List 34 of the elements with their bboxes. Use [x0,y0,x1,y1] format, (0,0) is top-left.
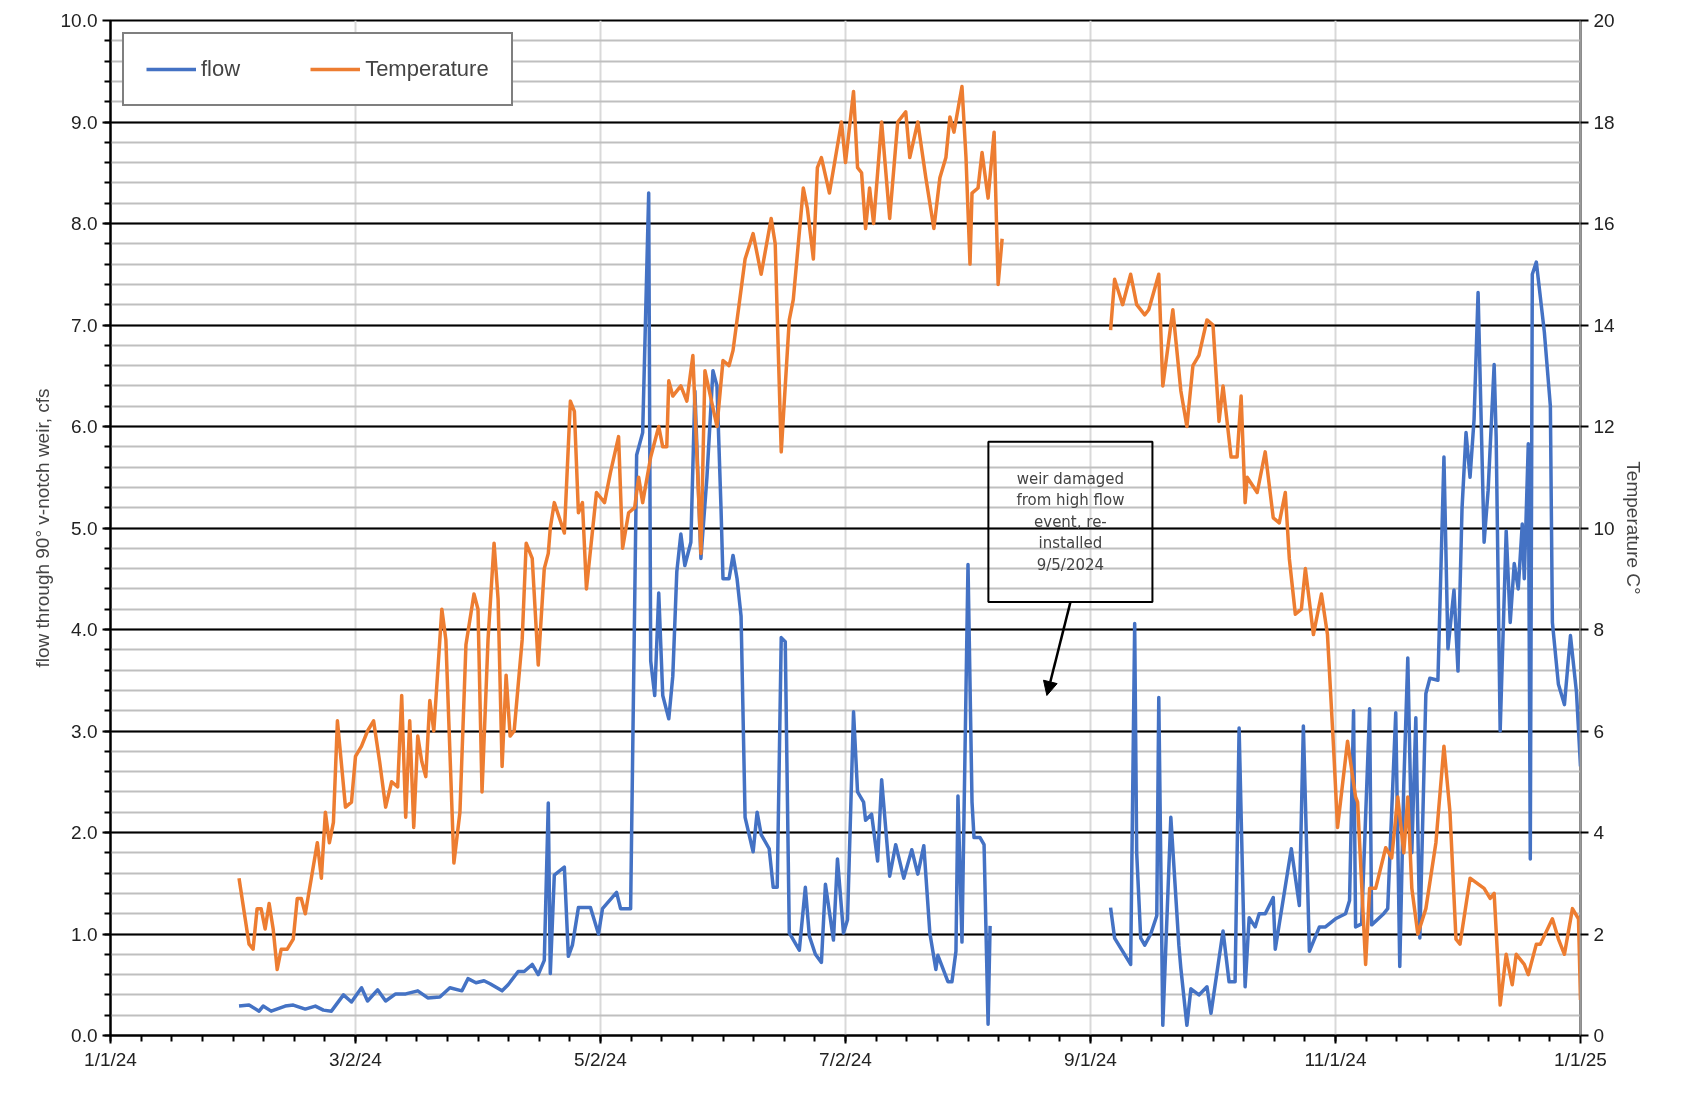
y-axis-title: flow through 90° v-notch weir, cfs [31,388,53,668]
y-tick-label: 2.0 [71,822,98,843]
y2-tick-label: 18 [1593,111,1615,133]
y-tick-label: 10.0 [60,10,98,31]
y-tick-label: 9.0 [71,111,98,133]
annotation: weir damaged from high flow event, re-installed 9/5/2024 [1016,469,1125,575]
legend-label: Temperature [365,56,489,82]
y-tick-label: 8.0 [71,213,98,234]
x-tick-label: 11/1/24 [1304,1048,1367,1070]
y2-tick-label: 6 [1593,720,1605,742]
y2-tick-label: 14 [1593,314,1616,336]
y2-tick-label: 10 [1593,517,1615,539]
x-tick-label: 7/2/24 [819,1048,873,1070]
x-tick-label: 9/1/24 [1064,1048,1118,1070]
y2-tick-label: 0 [1593,1025,1605,1046]
x-tick-label: 5/2/24 [574,1048,628,1070]
y2-tick-label: 4 [1593,822,1605,843]
y-tick-label: 1.0 [71,923,98,945]
y-tick-label: 3.0 [71,720,98,742]
y2-tick-label: 16 [1593,213,1615,234]
y2-tick-label: 12 [1593,416,1615,437]
y-tick-label: 7.0 [71,314,98,336]
y2-tick-label: 2 [1593,923,1605,945]
y-tick-label: 5.0 [71,517,98,539]
y2-tick-label: 20 [1593,10,1615,31]
y-tick-label: 4.0 [71,619,98,640]
x-tick-label: 1/1/25 [1554,1048,1607,1070]
y-tick-label: 0.0 [71,1025,98,1046]
x-tick-label: 3/2/24 [329,1048,383,1070]
y2-axis-title: Temperature C° [1622,461,1644,595]
y-tick-label: 6.0 [71,416,98,437]
y2-tick-label: 8 [1593,619,1605,640]
x-tick-label: 1/1/24 [84,1048,138,1070]
legend-label: flow [201,56,241,82]
